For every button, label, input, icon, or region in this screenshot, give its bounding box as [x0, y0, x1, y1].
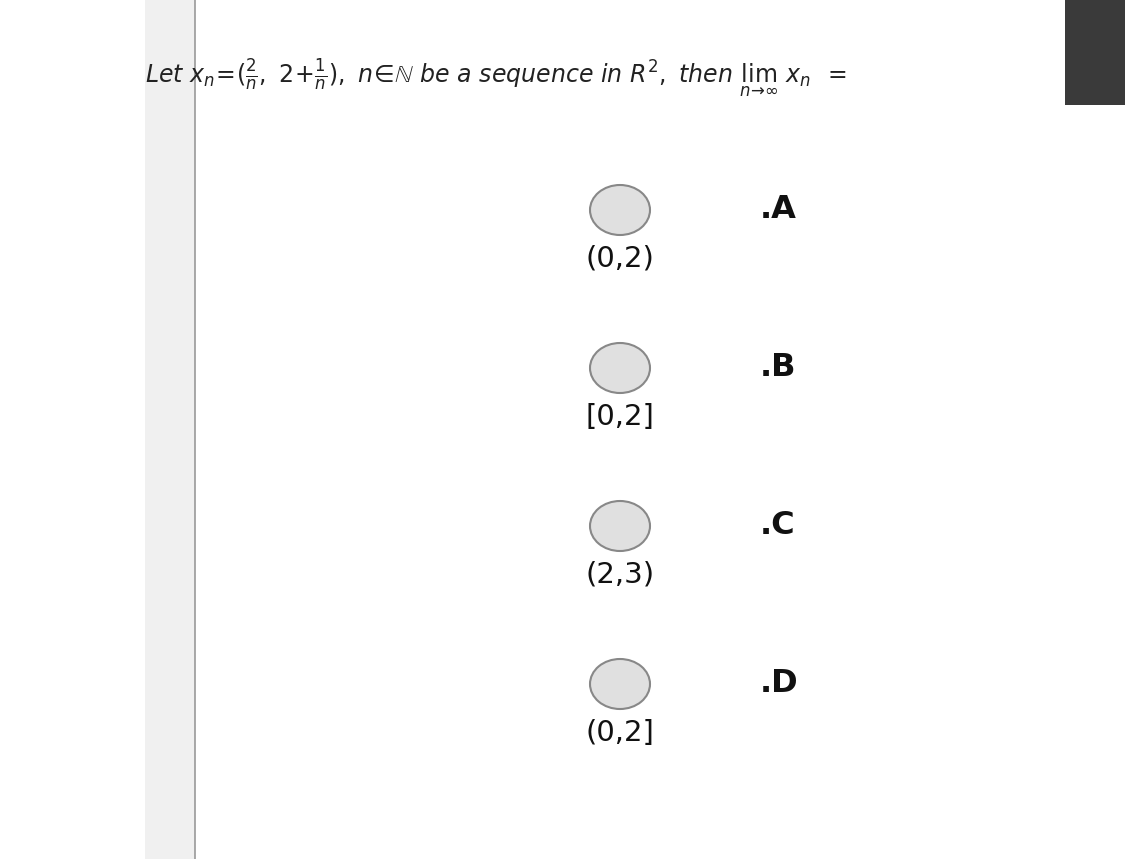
Text: .C: .C: [760, 510, 795, 541]
Ellipse shape: [590, 659, 650, 709]
Bar: [145, 0, 195, 859]
Text: .B: .B: [760, 352, 796, 383]
Text: (0,2]: (0,2]: [586, 719, 655, 747]
Text: [0,2]: [0,2]: [586, 403, 655, 431]
Text: (2,3): (2,3): [585, 561, 655, 589]
Text: .D: .D: [760, 668, 799, 699]
Bar: [1065, 0, 1125, 105]
Ellipse shape: [590, 343, 650, 393]
Text: $\mathit{Let}\ x_n\!=\!(\frac{2}{n},\ 2\!+\!\frac{1}{n}),$$\ n\!\in\!\mathbb{N}\: $\mathit{Let}\ x_n\!=\!(\frac{2}{n},\ 2\…: [145, 58, 846, 101]
Text: (0,2): (0,2): [586, 245, 655, 273]
Ellipse shape: [590, 501, 650, 551]
Ellipse shape: [590, 185, 650, 235]
Text: .A: .A: [760, 194, 796, 226]
